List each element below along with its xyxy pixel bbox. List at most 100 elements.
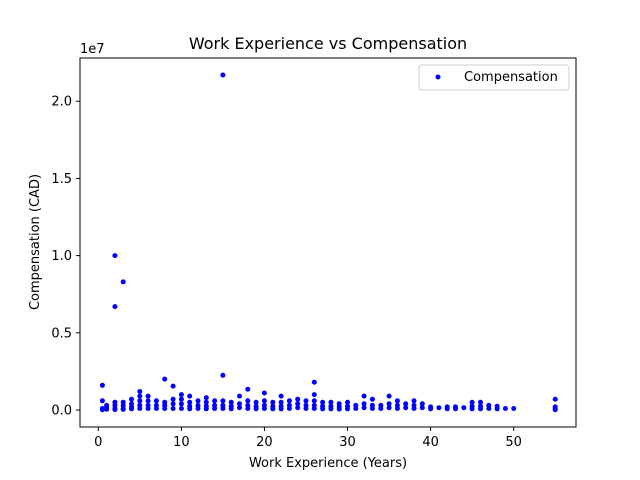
data-point [137, 389, 143, 394]
data-point [245, 398, 251, 404]
legend-marker [435, 74, 441, 80]
data-point [220, 72, 226, 78]
data-point [361, 405, 367, 411]
data-point [145, 393, 151, 399]
legend-box [418, 64, 570, 91]
y-offset-text: 1e7 [80, 42, 105, 57]
y-tick-label: 0.5 [51, 326, 72, 341]
data-point [394, 406, 400, 411]
data-point [212, 406, 218, 411]
data-point [228, 406, 234, 412]
data-point [178, 401, 184, 407]
data-point [303, 398, 309, 404]
data-point [137, 406, 143, 411]
legend-label: Compensation [464, 70, 558, 85]
data-point [178, 392, 184, 398]
data-point [137, 398, 143, 404]
data-point [486, 406, 492, 411]
data-point [386, 393, 392, 399]
data-point [369, 396, 375, 402]
x-tick-label: 40 [422, 435, 439, 450]
data-point [469, 399, 475, 405]
x-tick-label: 10 [173, 435, 190, 450]
data-point [453, 406, 458, 412]
data-point [320, 406, 326, 412]
data-point [270, 399, 276, 405]
data-point [411, 398, 417, 404]
data-point [336, 406, 342, 412]
data-point [220, 406, 226, 411]
data-point [311, 406, 317, 411]
data-point [478, 399, 483, 405]
data-point [162, 406, 168, 411]
data-point [552, 407, 558, 413]
data-point [286, 398, 292, 404]
data-point [295, 401, 301, 407]
data-point [278, 399, 284, 405]
data-point [311, 379, 317, 385]
x-tick-label: 50 [505, 435, 522, 450]
data-point [278, 406, 284, 412]
data-point [99, 382, 105, 388]
data-point [361, 393, 367, 399]
data-point [295, 396, 301, 402]
data-point [178, 396, 184, 402]
y-tick-label: 2.0 [51, 95, 72, 110]
data-point [237, 393, 242, 399]
data-point [278, 393, 284, 399]
data-point [428, 406, 434, 412]
data-point [511, 406, 517, 411]
legend: Compensation [418, 64, 570, 91]
data-point [170, 406, 176, 411]
data-point [444, 406, 450, 412]
data-point [187, 406, 193, 412]
data-point [129, 406, 134, 412]
data-point [386, 405, 392, 411]
data-point [237, 401, 242, 407]
data-point [153, 406, 159, 411]
data-point [228, 399, 234, 405]
data-point [220, 372, 226, 378]
x-tick-label: 20 [256, 435, 273, 450]
data-point [187, 393, 193, 399]
data-point [394, 398, 400, 404]
data-point [203, 399, 209, 405]
data-point [120, 279, 126, 285]
data-point [286, 406, 292, 411]
data-point [137, 393, 143, 399]
data-point [328, 399, 334, 405]
data-point [245, 386, 251, 392]
data-point [311, 392, 317, 398]
data-point [361, 401, 367, 407]
data-point [502, 406, 508, 411]
data-point [369, 406, 375, 411]
data-point [411, 406, 417, 411]
data-point [153, 398, 159, 404]
data-point [178, 406, 184, 411]
y-tick-label: 0.0 [51, 404, 72, 419]
data-point [328, 406, 334, 412]
data-point [311, 398, 317, 404]
data-point [552, 396, 558, 402]
data-point [261, 406, 267, 411]
data-point [187, 399, 193, 405]
data-point [345, 406, 350, 412]
data-point [99, 407, 105, 413]
data-point [419, 405, 425, 411]
x-tick-label: 30 [339, 435, 356, 450]
data-point [494, 406, 500, 412]
data-point [112, 304, 118, 310]
data-point [120, 406, 126, 412]
data-point [112, 407, 118, 413]
data-point [253, 399, 259, 405]
chart-title: Work Experience vs Compensation [189, 34, 467, 53]
data-point [212, 398, 218, 404]
data-point [419, 401, 425, 407]
data-point [436, 405, 442, 411]
data-point [220, 398, 226, 404]
y-axis-ticks: 0.0 0.5 1.0 1.5 2.0 [51, 95, 80, 419]
data-point [261, 390, 267, 396]
x-axis-label: Work Experience (Years) [249, 456, 407, 471]
data-point [170, 401, 176, 407]
